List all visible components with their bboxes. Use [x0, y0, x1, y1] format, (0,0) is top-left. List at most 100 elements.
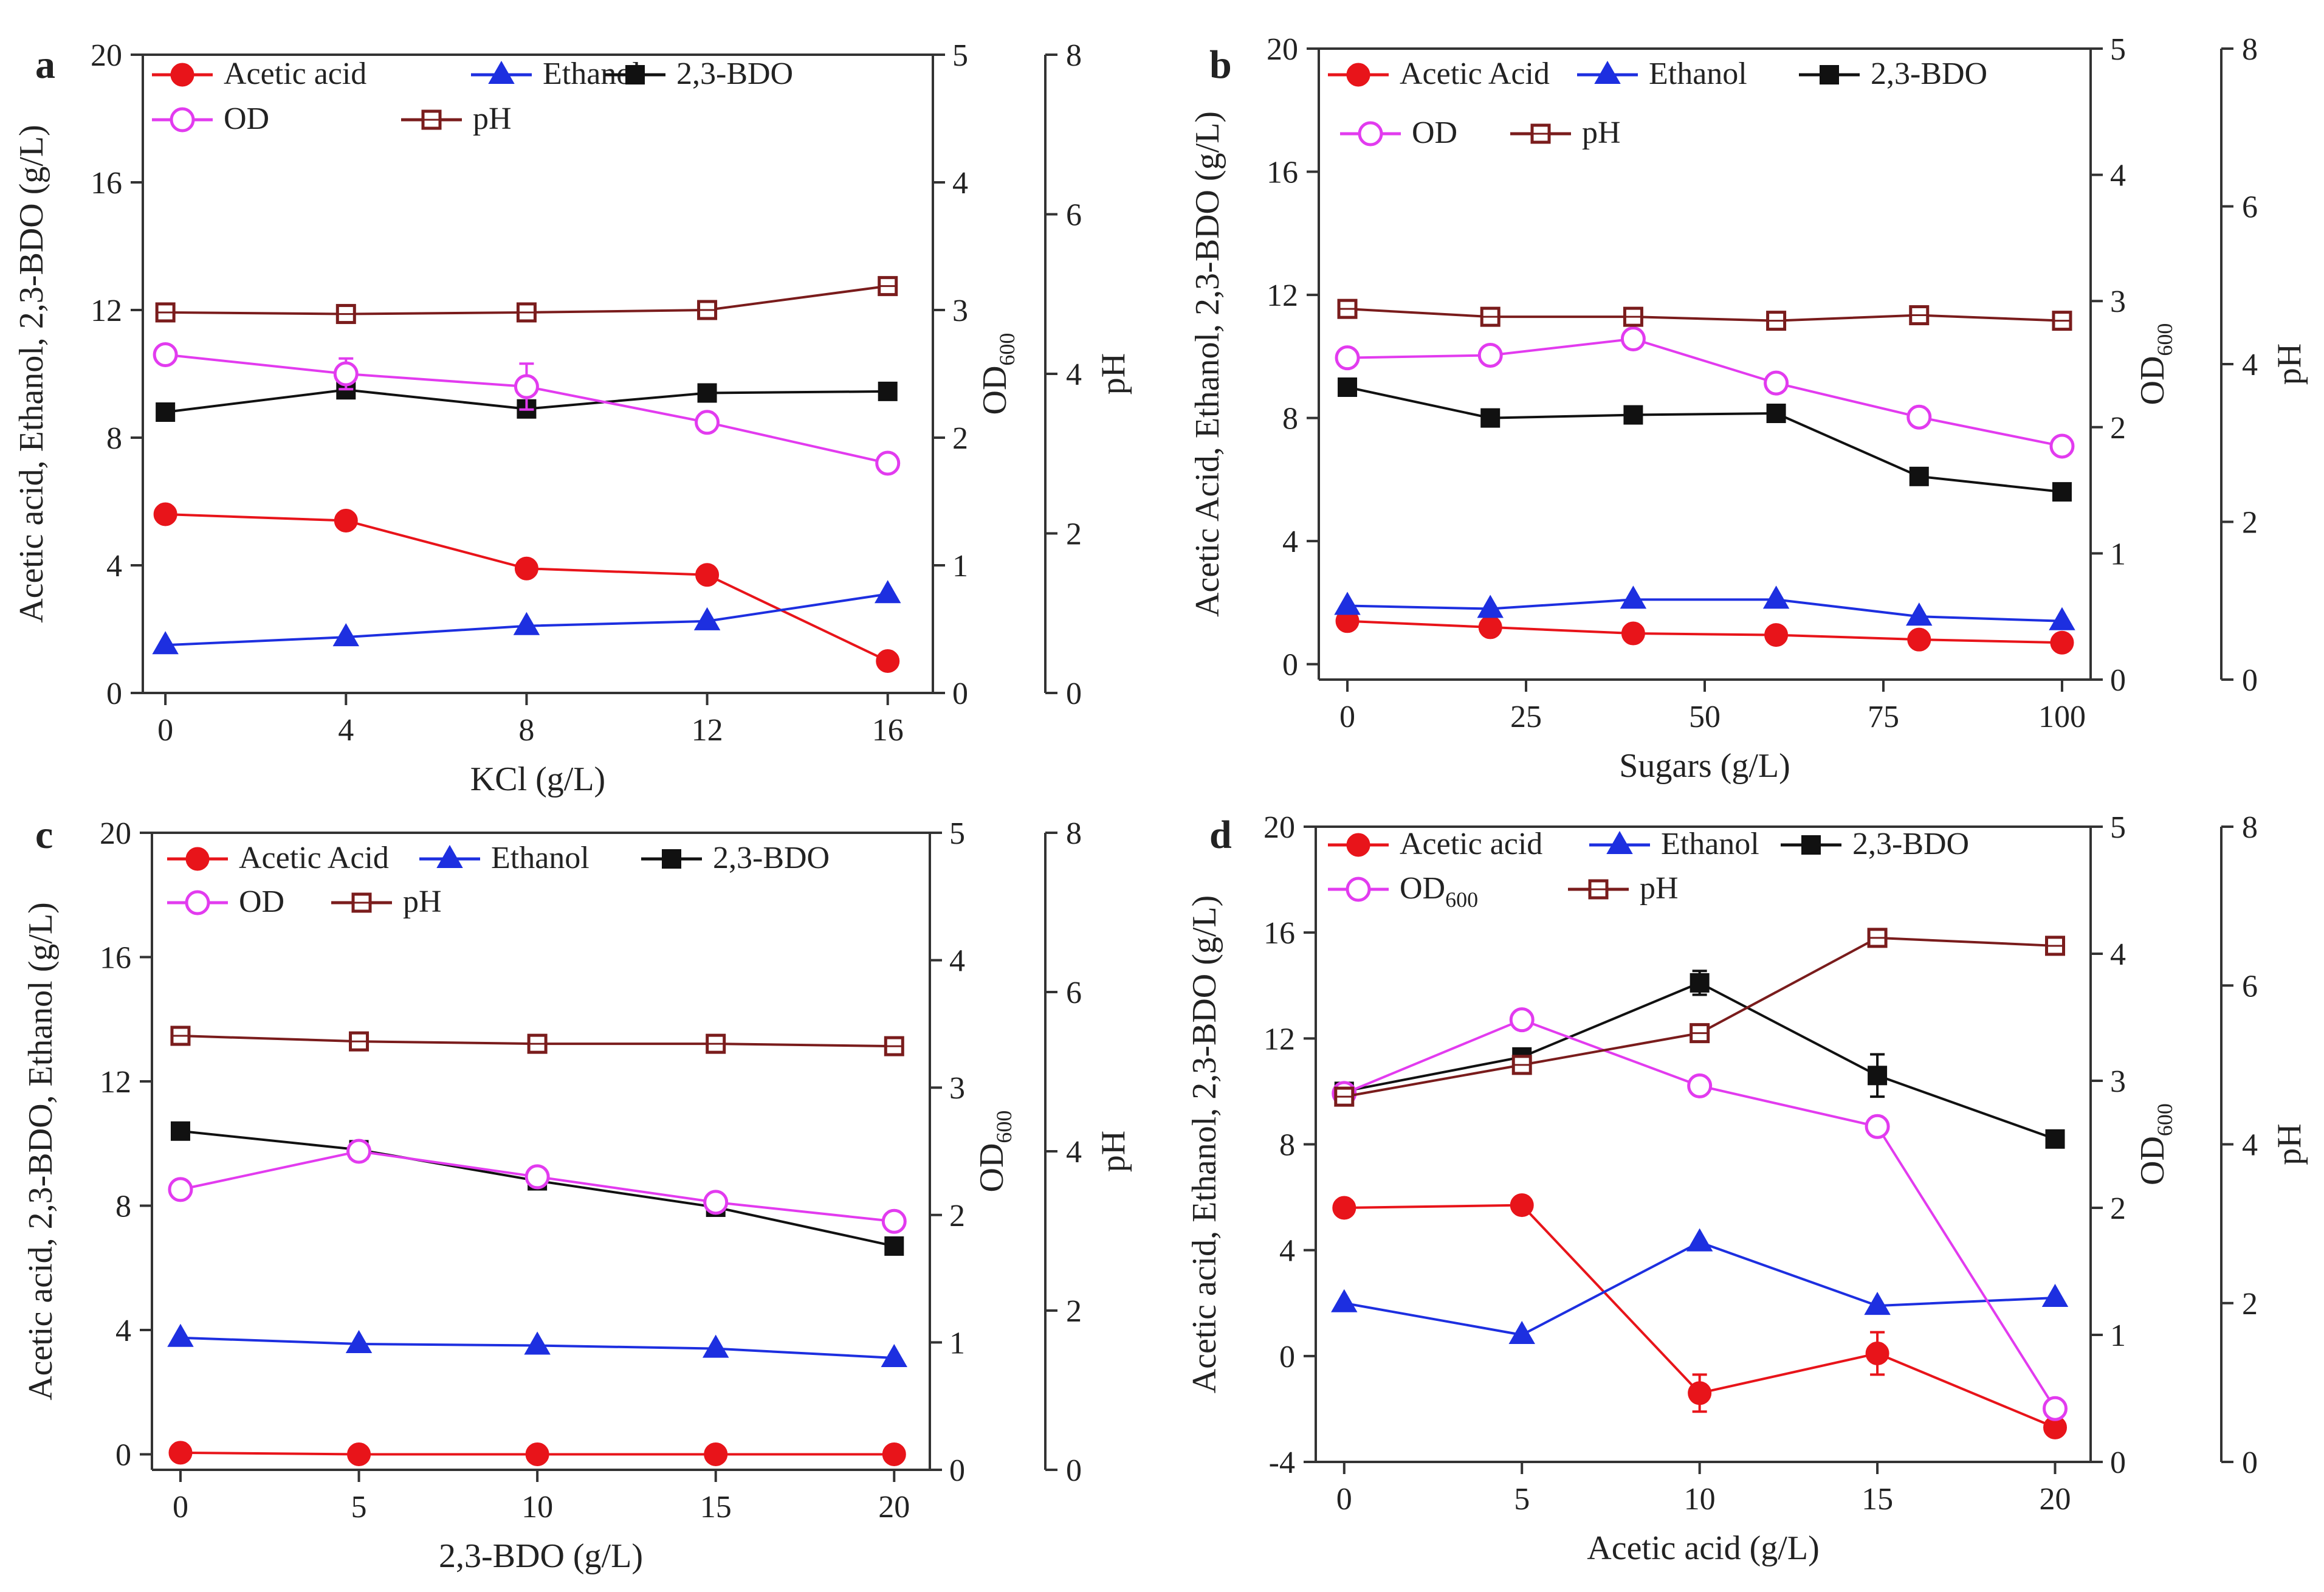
series-od: [1332, 1007, 2068, 1421]
legend-label: 2,3-BDO: [1852, 827, 1969, 861]
legend-item-od: OD: [152, 102, 269, 136]
legend: Acetic acid Ethanol 2,3-BDO OD pH: [152, 57, 793, 136]
ethanol-point: [332, 623, 360, 647]
bdo-line: [1347, 386, 2063, 494]
y2-tick-label: 4: [952, 166, 968, 201]
legend-item-ethanol: Ethanol: [1577, 57, 1747, 91]
legend-label: pH: [1640, 871, 1679, 906]
acetic-point: [514, 556, 538, 581]
x-tick-label: 10: [1684, 1482, 1716, 1517]
legend: Acetic acid Ethanol 2,3-BDO OD600 pH: [1328, 827, 1969, 912]
od-point: [1687, 1073, 1713, 1098]
od-point: [1764, 370, 1789, 396]
acetic-point: [525, 1442, 549, 1466]
legend-item-ethanol: Ethanol: [419, 841, 590, 875]
x-axis-label: KCl (g/L): [470, 760, 605, 798]
y-tick-label: -4: [1269, 1446, 1295, 1480]
y-tick-label: 0: [1282, 648, 1298, 683]
ph-line: [1347, 308, 2063, 322]
y-tick-label: 12: [100, 1065, 131, 1100]
bdo-point: [1338, 377, 1358, 397]
bdo-point: [1480, 408, 1501, 428]
y2-label-main: OD: [973, 1143, 1011, 1193]
ethanol-line: [1347, 598, 2063, 622]
legend-label-main: Ethanol: [1661, 827, 1759, 861]
legend-label-main: 2,3-BDO: [713, 841, 830, 875]
od-point: [1620, 326, 1646, 351]
bdo-point: [697, 383, 717, 403]
x-tick-label: 20: [2040, 1482, 2071, 1517]
y3-tick-label: 2: [1066, 1294, 1082, 1329]
panel-letter: d: [1209, 813, 1232, 857]
y-tick-label: 16: [91, 166, 122, 201]
acetic-point: [1510, 1193, 1534, 1218]
y3-axis-label: pH: [2271, 343, 2308, 385]
acetic-point: [153, 502, 177, 526]
y2-tick-label: 2: [949, 1199, 965, 1233]
y2-tick-label: 5: [2110, 32, 2126, 67]
bdo-line: [1344, 981, 2056, 1140]
legend-item-od: OD: [1340, 115, 1457, 150]
y2-tick-label: 3: [952, 294, 968, 328]
panel-letter: a: [35, 43, 55, 87]
ethanol-point: [881, 1343, 908, 1367]
y2-label-main: OD: [2134, 356, 2171, 405]
y3-tick-label: 0: [1066, 677, 1082, 711]
y2-tick-label: 2: [952, 421, 968, 456]
od-point: [1509, 1007, 1535, 1033]
series-ethanol: [1334, 585, 2075, 630]
legend-label-main: Acetic Acid: [1400, 57, 1550, 91]
acetic-point: [876, 649, 900, 673]
legend-label-main: OD: [224, 102, 269, 136]
acetic-point: [334, 509, 358, 532]
bdo-point: [884, 1236, 904, 1256]
legend-label: OD: [1412, 115, 1457, 150]
acetic-point: [1764, 623, 1789, 647]
x-tick-label: 12: [692, 713, 723, 748]
y3-tick-label: 2: [2242, 1287, 2258, 1321]
od-point: [695, 410, 720, 435]
y2-tick-label: 5: [952, 38, 968, 73]
series-od: [1335, 326, 2075, 459]
y3-tick-label: 6: [2242, 969, 2258, 1004]
series-ph: [155, 276, 898, 325]
legend-label: OD: [239, 884, 284, 919]
x-tick-label: 0: [157, 713, 173, 748]
ethanol-point: [1508, 1320, 1535, 1344]
bdo-point: [170, 1121, 190, 1141]
x-tick-label: 8: [518, 713, 534, 748]
acetic-point: [882, 1442, 906, 1466]
y2-tick-label: 4: [2110, 937, 2126, 972]
y3-tick-label: 4: [2242, 1128, 2258, 1163]
bdo-point: [1909, 466, 1929, 486]
series-acetic: [1332, 1193, 2068, 1439]
ethanol-point: [524, 1331, 551, 1355]
y3-tick-label: 2: [1066, 517, 1082, 552]
x-tick-label: 0: [1339, 700, 1355, 734]
bdo-point: [1868, 1066, 1888, 1086]
series-od: [153, 342, 901, 476]
legend-item-od: OD: [167, 884, 284, 919]
ethanol-point: [1331, 1289, 1358, 1312]
legend-label: Ethanol: [491, 841, 590, 875]
od-line: [1347, 337, 2063, 447]
y2-label-sub: 600: [995, 333, 1019, 366]
y2-label-sub: 600: [2153, 1103, 2177, 1136]
ethanol-line: [1344, 1241, 2055, 1337]
series-ph: [170, 1025, 904, 1056]
y2-tick-label: 5: [949, 816, 965, 851]
bdo-point: [1690, 973, 1710, 993]
x-tick-label: 0: [1336, 1482, 1352, 1517]
x-tick-label: 15: [700, 1490, 732, 1525]
x-axis-label: 2,3-BDO (g/L): [439, 1537, 643, 1575]
legend-label: OD: [224, 102, 269, 136]
y3-tick-label: 8: [2242, 810, 2258, 845]
y2-tick-label: 1: [952, 549, 968, 584]
acetic-line: [165, 513, 889, 663]
y-tick-label: 20: [1267, 32, 1298, 67]
legend-swatch-marker: [1346, 877, 1371, 902]
x-tick-label: 75: [1868, 700, 1899, 734]
ethanol-point: [1906, 602, 1933, 626]
